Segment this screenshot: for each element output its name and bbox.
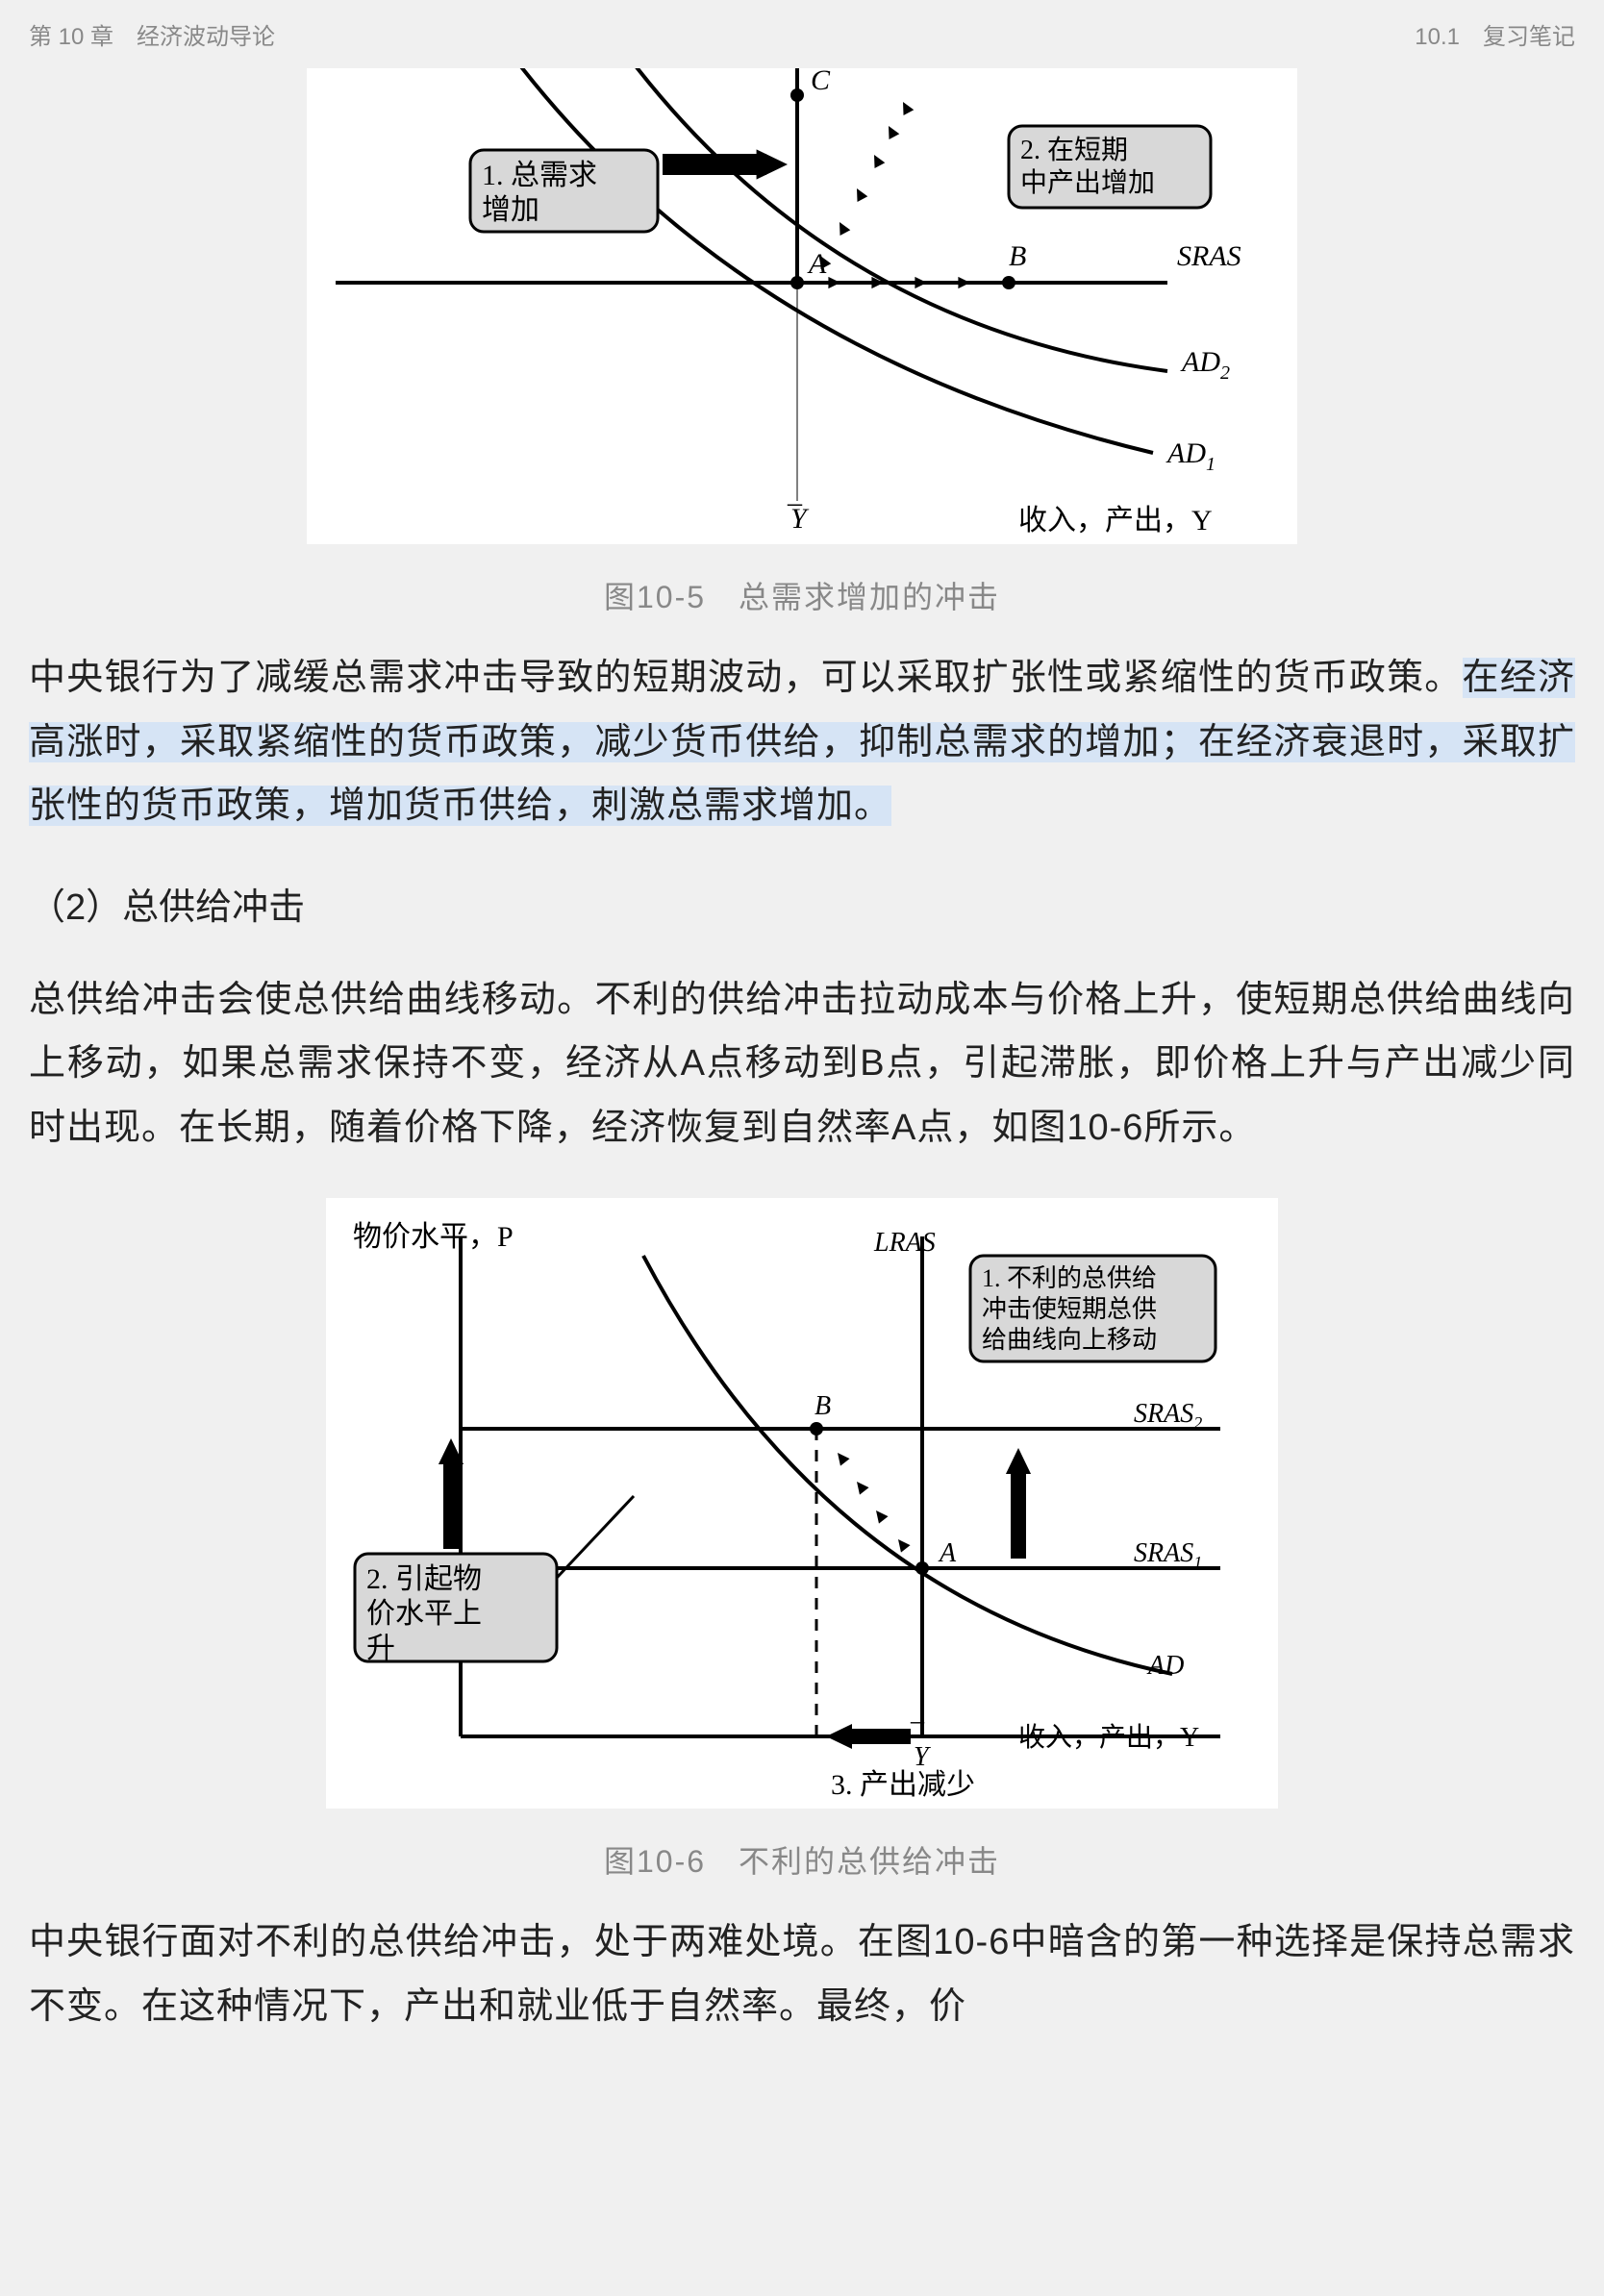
svg-text:价水平上: 价水平上 (366, 1598, 482, 1630)
subheading-supply-shock: （2）总供给冲击 (29, 877, 1575, 930)
svg-text:1. 总需求: 1. 总需求 (482, 160, 597, 191)
svg-text:3. 产出减少: 3. 产出减少 (831, 1769, 975, 1801)
svg-text:SRAS2: SRAS2 (1134, 1399, 1202, 1433)
svg-text:B: B (1009, 240, 1026, 272)
page-header: 第 10 章 经济波动导论 10.1 复习笔记 (0, 0, 1604, 68)
paragraph-2[interactable]: 总供给冲击会使总供给曲线移动。不利的供给冲击拉动成本与价格上升，使短期总供给曲线… (29, 968, 1575, 1160)
figure-10-6: 物价水平，P收入，产出，YLRASSRAS1SRAS2ADAB_Y1. 不利的总… (29, 1198, 1575, 1882)
paragraph-1: 中央银行为了减缓总需求冲击导致的短期波动，可以采取扩张性或紧缩性的货币政策。在经… (29, 646, 1575, 838)
main-content: ABCSRASAD1AD2收入，产出，Y_Y1. 总需求增加2. 在短期中产出增… (0, 68, 1604, 2067)
svg-text:收入，产出，Y: 收入，产出，Y (1018, 1722, 1199, 1753)
svg-text:给曲线向上移动: 给曲线向上移动 (982, 1326, 1157, 1354)
svg-text:A: A (938, 1538, 957, 1568)
svg-text:B: B (815, 1391, 831, 1421)
svg-text:升: 升 (366, 1633, 395, 1664)
svg-text:物价水平，P: 物价水平，P (353, 1221, 514, 1253)
svg-text:SRAS1: SRAS1 (1134, 1538, 1202, 1572)
figure-10-5: ABCSRASAD1AD2收入，产出，Y_Y1. 总需求增加2. 在短期中产出增… (29, 68, 1575, 617)
header-left: 第 10 章 经济波动导论 (29, 17, 275, 51)
para1-pre[interactable]: 中央银行为了减缓总需求冲击导致的短期波动，可以采取扩张性或紧缩性的货币政策。 (29, 658, 1463, 698)
svg-text:SRAS: SRAS (1177, 240, 1241, 272)
svg-text:增加: 增加 (482, 194, 539, 226)
svg-text:冲击使短期总供: 冲击使短期总供 (982, 1295, 1157, 1323)
svg-text:收入，产出，Y: 收入，产出，Y (1018, 505, 1213, 537)
svg-text:2. 在短期: 2. 在短期 (1020, 135, 1128, 165)
svg-text:2. 引起物: 2. 引起物 (366, 1563, 482, 1595)
figure-10-6-svg: 物价水平，P收入，产出，YLRASSRAS1SRAS2ADAB_Y1. 不利的总… (326, 1198, 1278, 1804)
svg-text:AD: AD (1146, 1651, 1184, 1681)
paragraph-3[interactable]: 中央银行面对不利的总供给冲击，处于两难处境。在图10-6中暗含的第一种选择是保持… (29, 1910, 1575, 2038)
header-right: 10.1 复习笔记 (1415, 17, 1575, 51)
svg-text:中产出增加: 中产出增加 (1020, 167, 1155, 198)
figure-10-6-caption: 图10-6 不利的总供给冲击 (604, 1837, 1000, 1882)
figure-10-5-svg: ABCSRASAD1AD2收入，产出，Y_Y1. 总需求增加2. 在短期中产出增… (307, 68, 1297, 539)
svg-text:_: _ (910, 1697, 925, 1727)
svg-text:C: C (811, 68, 831, 96)
svg-text:1. 不利的总供给: 1. 不利的总供给 (982, 1264, 1157, 1292)
figure-10-5-box: ABCSRASAD1AD2收入，产出，Y_Y1. 总需求增加2. 在短期中产出增… (307, 68, 1297, 544)
figure-10-5-caption: 图10-5 总需求增加的冲击 (604, 573, 1000, 617)
svg-text:LRAS: LRAS (873, 1228, 936, 1258)
figure-10-6-box: 物价水平，P收入，产出，YLRASSRAS1SRAS2ADAB_Y1. 不利的总… (326, 1198, 1278, 1809)
